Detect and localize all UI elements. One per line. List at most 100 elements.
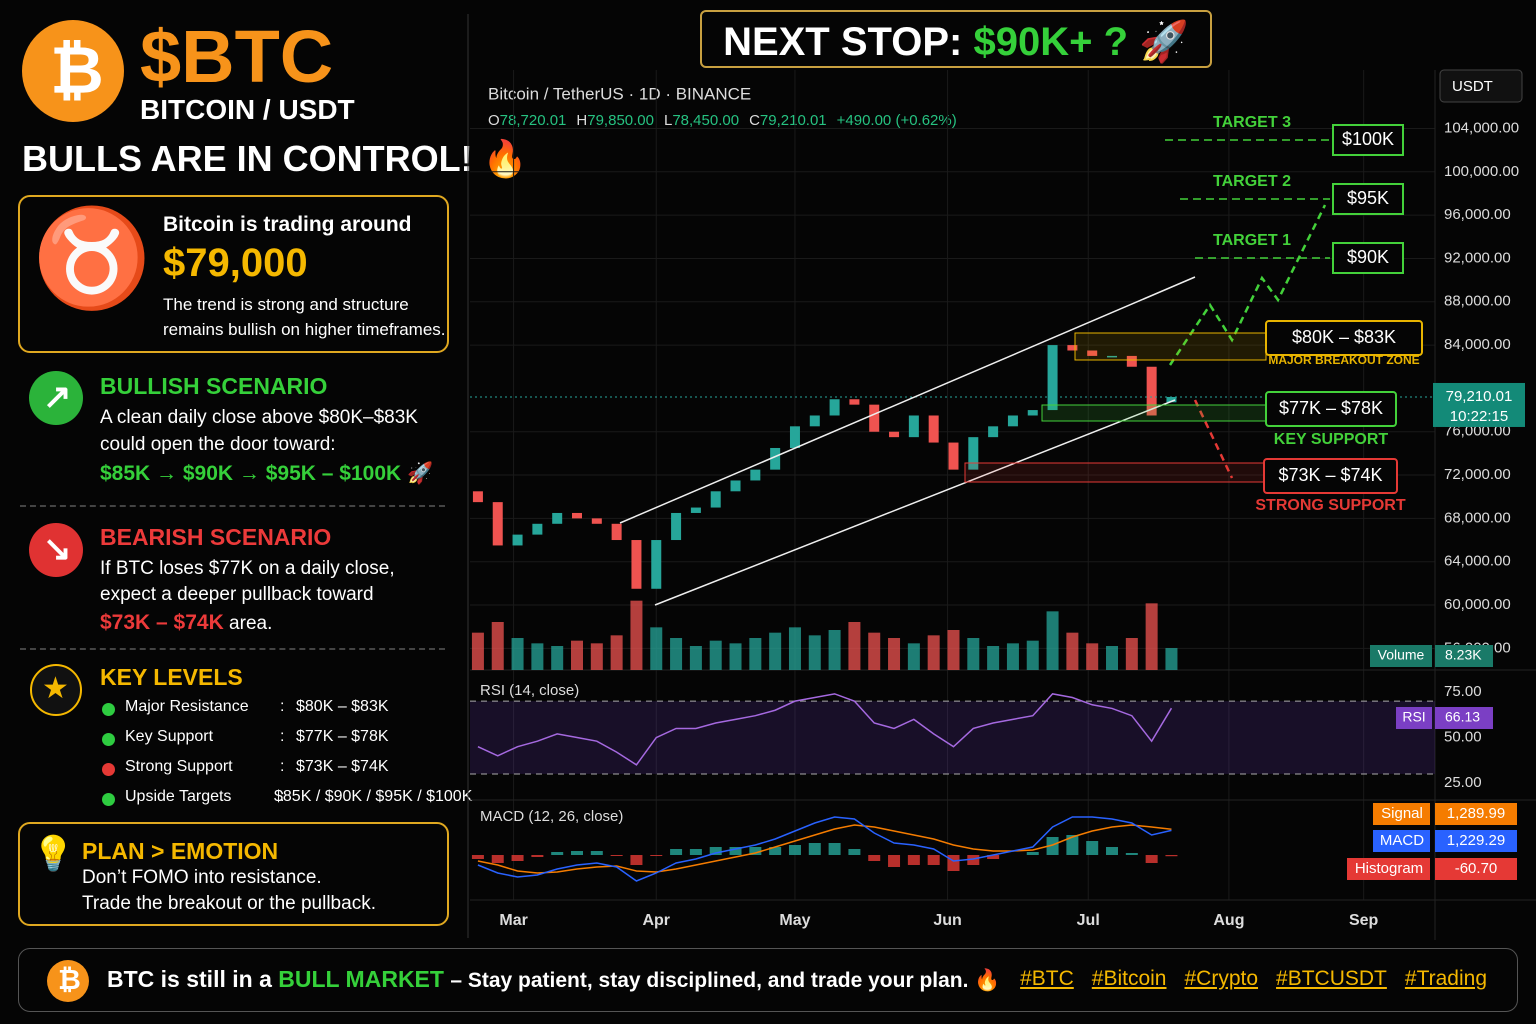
zone-note: STRONG SUPPORT [1255,497,1405,514]
histogram-bar [888,855,901,867]
volume-bar [471,632,484,670]
histogram-bar [749,847,762,855]
volume-bar [689,646,702,670]
volume-bar [709,640,722,670]
volume-bar [630,600,643,670]
y-tick-label: 60,000.00 [1444,596,1511,613]
volume-bar [848,622,861,670]
btc-logo: ₿ [22,20,124,122]
ohlc-key: O [488,112,500,129]
macd-title: MACD (12, 26, close) [480,808,623,825]
headline: NEXT STOP: $90K+ ? 🚀 [702,18,1210,65]
last-price-badge [1433,382,1525,427]
volume-bar [788,627,801,670]
candle-body [591,518,602,524]
volume-bar [491,622,504,670]
volume-bar [650,627,663,670]
zone [1074,332,1267,361]
zone-box [1265,320,1423,356]
histogram-bar [630,855,643,865]
level-separator: : [280,758,285,775]
y-tick-label: 84,000.00 [1444,336,1511,353]
summary-card: ♉ Bitcoin is trading around $79,000 The … [18,195,449,353]
projection-up [1168,204,1327,366]
macd-value-badge [1435,830,1517,852]
macd-legend-name: Signal [1381,805,1423,822]
projection-down [1193,399,1234,479]
candle-body [1067,345,1078,351]
histogram-bar [571,851,584,855]
histogram-bar [511,855,524,861]
ohlc-key: H [576,112,587,129]
volume-bar [1125,638,1138,670]
y-tick-label: 96,000.00 [1444,206,1511,223]
level-label: Upside Targets [125,788,232,805]
zone-box [1265,391,1397,427]
volume-bar [551,646,564,670]
histogram-bar [788,845,801,855]
hashtag: #BTCUSDT [1276,967,1387,990]
candle-body [472,491,483,503]
zone-value: $77K – $78K [1279,398,1383,418]
hashtag: #Bitcoin [1091,967,1167,990]
candle-body [1087,350,1098,356]
volume-bar [907,643,920,670]
bearish-target: $73K – $74K [100,611,224,634]
bearish-tail: area. [229,613,273,634]
histogram-bar [1106,847,1119,855]
divider [20,648,445,650]
x-tick-label: Mar [499,912,527,929]
plan-card: 💡 PLAN > EMOTION Don’t FOMO into resista… [18,822,449,926]
bullish-targets: $85K → $90K → $95K – $100K 🚀 [100,462,434,485]
macd-badge [1373,830,1430,852]
plan-line: Don’t FOMO into resistance. [82,867,322,888]
histogram-bar [828,843,841,855]
volume-bar [531,643,544,670]
summary-intro: Bitcoin is trading around [163,213,412,236]
candle-body [869,404,880,432]
macd-badge [1373,803,1430,825]
rsi-value-badge [1435,707,1493,729]
rsi-line [477,693,1173,766]
macd-line [477,816,1172,882]
plan-title: PLAN > EMOTION [82,838,279,864]
candle-body [1146,366,1157,416]
macd-value-badge [1435,858,1517,880]
volume-bar [729,643,742,670]
key-levels-title: KEY LEVELS [100,664,243,690]
volume-bar [1106,646,1119,670]
target-value: $100K [1342,129,1394,149]
histogram-bar [1066,835,1079,855]
volume-value: 8.23K [1445,647,1482,663]
currency-box [1439,69,1523,103]
volume-bar [1145,603,1158,670]
histogram-bar [808,843,821,855]
footer-text: BTC is still in a BULL MARKET – Stay pat… [107,966,1000,993]
volume-bar [808,635,821,670]
candle-body [1166,396,1177,403]
macd-legend-value: 1,289.99 [1447,805,1505,822]
histogram-bar [848,849,861,855]
volume-bar [511,638,524,670]
zone-note: MAJOR BREAKOUT ZONE [1268,353,1419,367]
candle-body [750,469,761,481]
y-tick-label: 100,000.00 [1444,163,1519,180]
candle-body [552,512,563,524]
level-label: Major Resistance [125,698,249,715]
histogram-bar [650,855,663,856]
bearish-target-line: $73K – $74K area. [100,611,272,635]
candle-body [631,540,642,589]
candle-body [908,415,919,438]
zone [964,462,1265,483]
volume-bar [1026,640,1039,670]
y-tick-label: 92,000.00 [1444,249,1511,266]
level-dot [102,793,115,806]
zone [1041,404,1267,422]
macd-legend-name: Histogram [1355,860,1423,877]
histogram-bar [689,849,702,855]
level-value: $80K – $83K [296,698,389,715]
y-tick-label: 88,000.00 [1444,293,1511,310]
change: +490.00 (+0.62%) [837,112,957,129]
candle-body [512,534,523,546]
